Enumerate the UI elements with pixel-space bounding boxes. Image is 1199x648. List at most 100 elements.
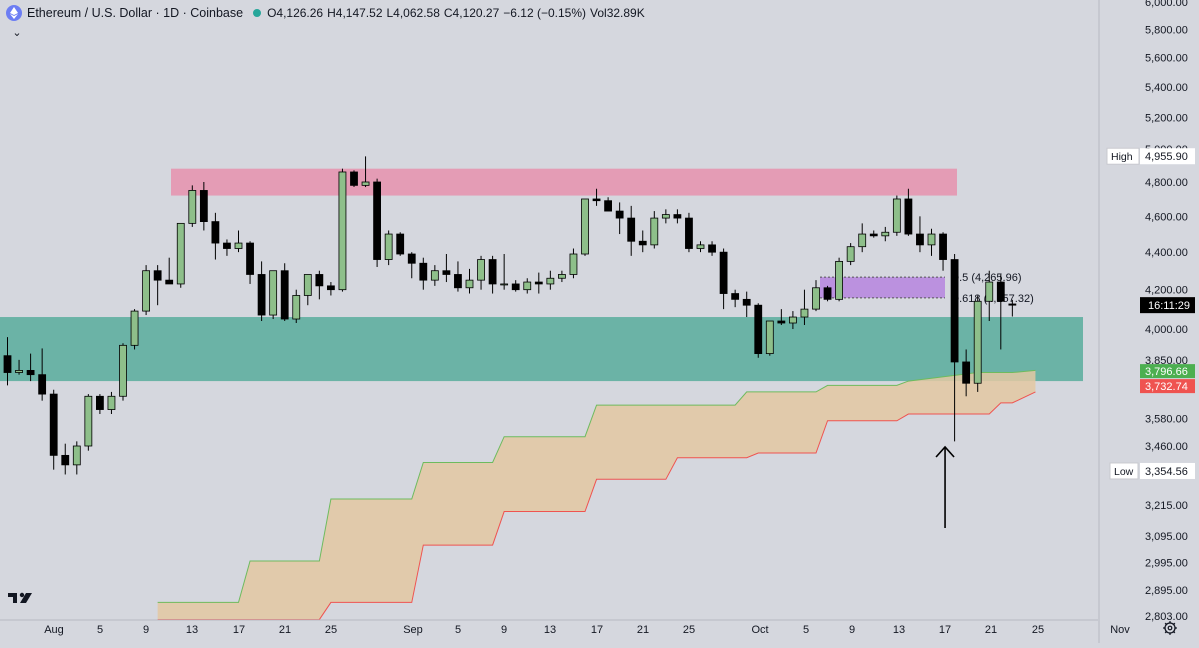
support-zone[interactable] [0, 317, 1083, 382]
candle[interactable] [742, 291, 751, 318]
candle[interactable] [234, 230, 243, 253]
candle[interactable] [511, 280, 520, 292]
candle[interactable] [72, 441, 81, 475]
candle[interactable] [96, 394, 104, 415]
candle[interactable] [754, 303, 763, 358]
candle[interactable] [719, 248, 728, 310]
candle[interactable] [361, 156, 370, 188]
candle[interactable] [384, 230, 393, 266]
candle[interactable] [904, 188, 913, 236]
candle[interactable] [199, 182, 208, 231]
candle[interactable] [627, 205, 636, 256]
candle[interactable] [962, 349, 971, 397]
candle[interactable] [338, 168, 347, 292]
candle[interactable] [15, 359, 23, 375]
candle[interactable] [546, 270, 555, 290]
candle-body [962, 361, 971, 384]
candle[interactable] [454, 261, 462, 292]
candle[interactable] [257, 261, 266, 322]
gear-icon[interactable] [1163, 621, 1177, 635]
candle[interactable] [812, 280, 820, 312]
candle[interactable] [800, 289, 809, 326]
candle[interactable] [927, 228, 936, 256]
candle[interactable] [765, 320, 774, 356]
candle[interactable] [789, 311, 797, 330]
candle[interactable] [650, 211, 659, 249]
candle[interactable] [373, 178, 382, 267]
candle[interactable] [303, 274, 312, 306]
candle[interactable] [581, 198, 589, 256]
candle[interactable] [142, 265, 151, 316]
candle[interactable] [950, 254, 959, 442]
candle[interactable] [569, 248, 578, 279]
candle[interactable] [892, 195, 901, 236]
candle[interactable] [477, 255, 485, 290]
candle[interactable] [615, 202, 624, 235]
candle[interactable] [661, 209, 670, 224]
candle[interactable] [685, 212, 693, 253]
candle[interactable] [523, 278, 532, 294]
candle[interactable] [165, 257, 174, 285]
candle[interactable] [269, 270, 278, 320]
candle[interactable] [223, 239, 231, 256]
candle[interactable] [846, 243, 855, 266]
price-tick-label: 5,800.00 [1145, 24, 1188, 36]
candle[interactable] [777, 309, 786, 326]
candle[interactable] [558, 270, 566, 283]
candle[interactable] [465, 268, 474, 294]
chevron-down-icon[interactable]: ⌄ [12, 27, 22, 39]
resistance-zone[interactable] [171, 168, 957, 196]
candle[interactable] [638, 230, 647, 253]
candle[interactable] [61, 443, 70, 475]
candle[interactable] [534, 272, 543, 294]
candle[interactable] [442, 254, 451, 283]
candle[interactable] [280, 263, 289, 322]
candle[interactable] [119, 343, 127, 401]
candle[interactable] [407, 252, 416, 279]
candle[interactable] [973, 295, 982, 392]
candle[interactable] [107, 391, 116, 415]
candle[interactable] [823, 285, 832, 302]
candle[interactable] [130, 309, 139, 350]
candle[interactable] [488, 255, 497, 294]
candle[interactable] [49, 389, 58, 470]
candle[interactable] [592, 188, 601, 206]
candle[interactable] [3, 337, 12, 386]
candle[interactable] [916, 216, 924, 253]
candle[interactable] [176, 222, 185, 288]
candle[interactable] [731, 289, 740, 308]
fib-zone[interactable] [820, 277, 945, 298]
candle[interactable] [430, 265, 439, 286]
candle[interactable] [835, 257, 843, 302]
candle[interactable] [188, 185, 197, 227]
candle[interactable] [708, 241, 716, 256]
candle[interactable] [326, 282, 335, 296]
time-tick-label: 5 [455, 624, 461, 636]
candle[interactable] [396, 232, 405, 256]
candle[interactable] [292, 289, 301, 324]
symbol-title[interactable]: Ethereum / U.S. Dollar · 1D · Coinbase [27, 6, 244, 20]
candle[interactable] [419, 257, 428, 290]
candle[interactable] [696, 241, 705, 253]
candle[interactable] [604, 197, 612, 212]
candle[interactable] [881, 226, 890, 242]
candle[interactable] [858, 223, 867, 253]
candle[interactable] [673, 209, 682, 224]
candle[interactable] [38, 348, 47, 401]
candle[interactable] [246, 241, 254, 284]
candle[interactable] [500, 254, 509, 290]
candle[interactable] [939, 232, 947, 271]
candle[interactable] [985, 270, 994, 322]
candle[interactable] [315, 270, 324, 300]
price-axis[interactable] [1099, 0, 1199, 643]
candle[interactable] [996, 274, 1005, 350]
candle[interactable] [26, 353, 35, 382]
candle[interactable] [211, 212, 220, 260]
candle[interactable] [1008, 299, 1017, 317]
candle[interactable] [153, 265, 162, 306]
candle[interactable] [350, 170, 358, 188]
candle[interactable] [869, 230, 878, 238]
candle[interactable] [84, 394, 93, 451]
